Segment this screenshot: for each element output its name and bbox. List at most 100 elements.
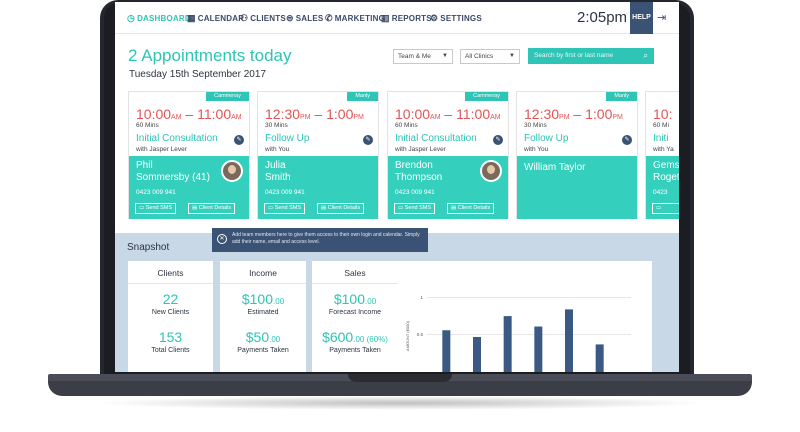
clinic-tag: Manly <box>347 92 378 101</box>
search-input[interactable]: Search by first or last name ⌕ <box>528 48 654 64</box>
appointment-type[interactable]: Initial Consultation <box>395 133 477 144</box>
edit-icon[interactable]: ✎ <box>493 135 503 145</box>
send-sms-button[interactable]: ▭ Send SMS <box>264 203 306 214</box>
clock-icon: ◷ <box>127 13 136 23</box>
client-name[interactable]: William Taylor <box>524 162 586 173</box>
chart-bar <box>565 309 573 372</box>
onboarding-tooltip: ✕ Add team members here to give them acc… <box>212 228 428 252</box>
top-nav: ◷ DASHBOARD ▦ CALENDAR ⚇ CLIENTS ⊜ SALES ✆ MA… <box>115 2 679 34</box>
send-sms-button[interactable]: ▭ <box>652 203 679 214</box>
edit-icon[interactable]: ✎ <box>363 135 373 145</box>
income-panel: Income $100.00 Estimated $50.00 Payments… <box>220 261 306 372</box>
appointment-type[interactable]: Initi <box>653 133 669 144</box>
clients-icon: ⚇ <box>240 13 249 23</box>
appointment-duration: 30 Mins <box>524 122 547 129</box>
clinic-tag: Cammeray <box>465 92 508 101</box>
chart-bar <box>503 316 512 372</box>
appointment-time: 10:00AM – 11:00AM <box>395 106 501 122</box>
appointment-time: 12:30PM – 1:00PM <box>265 106 364 122</box>
y-axis-label: AMOUNT ($000) <box>405 320 410 351</box>
chart-bar <box>534 326 543 372</box>
client-phone: 0423 009 941 <box>395 189 435 196</box>
chart-bar <box>595 344 604 372</box>
payments-taken-value: $50.00 <box>245 329 281 345</box>
megaphone-icon: ✆ <box>325 13 333 23</box>
sales-bar-chart: AMOUNT ($000) 1 0.5 <box>405 295 631 372</box>
client-phone: 0423 009 941 <box>136 189 176 196</box>
gear-icon: ⚙ <box>430 13 439 23</box>
id-card-icon: ▤ <box>321 205 328 211</box>
chevron-down-icon: ▼ <box>509 53 515 59</box>
avatar <box>221 160 243 182</box>
clock-display: 2:05pm <box>577 9 628 26</box>
chart-bar <box>473 336 481 372</box>
client-name[interactable]: Julia Smith <box>265 160 291 183</box>
client-phone: 0423 <box>653 189 668 196</box>
nav-sales[interactable]: ⊜ SALES <box>286 13 324 23</box>
appointment-duration: 30 Mins <box>265 122 288 129</box>
edit-icon[interactable]: ✎ <box>234 135 244 145</box>
appointment-card[interactable]: Cammeray 10:00AM – 11:00AM 60 Mins Initi… <box>128 91 250 219</box>
appointment-practitioner: with Jasper Lever <box>136 146 187 153</box>
new-clients-label: New Clients <box>151 309 190 316</box>
estimated-income-value: $100.00 <box>241 291 285 307</box>
laptop-notch <box>348 374 452 382</box>
edit-icon[interactable]: ✎ <box>622 135 632 145</box>
nav-reports[interactable]: ▥ REPORTS <box>381 13 432 23</box>
send-sms-button[interactable]: ▭ Send SMS <box>135 203 177 214</box>
dollar-icon: ⊜ <box>286 13 294 23</box>
sales-payments-taken-value: $600.00 (60%) <box>322 329 388 345</box>
appointment-type[interactable]: Initial Consultation <box>136 133 218 144</box>
chat-icon: ▭ <box>656 205 662 211</box>
snapshot-title: Snapshot <box>127 242 170 253</box>
send-sms-button[interactable]: ▭ Send SMS <box>394 203 436 214</box>
clinic-tag: Manly <box>606 92 637 101</box>
calendar-icon: ▦ <box>187 13 196 23</box>
appointment-practitioner: with You <box>524 146 549 153</box>
nav-settings[interactable]: ⚙ SETTINGS <box>430 13 482 23</box>
appointment-practitioner: with Jasper Lever <box>395 146 446 153</box>
client-name[interactable]: Gems Roget <box>653 160 679 183</box>
nav-dashboard[interactable]: ◷ DASHBOARD <box>127 13 191 23</box>
logout-icon[interactable]: ⇥ <box>657 12 667 24</box>
laptop-shadow <box>90 396 710 410</box>
clinic-filter-select[interactable]: All Clinics ▼ <box>460 49 520 64</box>
client-name[interactable]: Phil Sommersby (41) <box>136 160 210 183</box>
staff-filter-select[interactable]: Team & Me ▼ <box>393 49 453 64</box>
clinic-tag: Cammeray <box>206 92 249 101</box>
total-clients-label: Total Clients <box>151 347 190 354</box>
appointment-duration: 60 Mi <box>653 122 669 129</box>
appointment-card[interactable]: Manly 12:30PM – 1:00PM 30 Mins Follow Up… <box>257 91 379 219</box>
appointment-card[interactable]: 10: 60 Mi Initi with Ya Gems Roget 0423 ▭ <box>645 91 679 219</box>
appointment-card[interactable]: Cammeray 10:00AM – 11:00AM 60 Mins Initi… <box>387 91 509 219</box>
appointment-card[interactable]: Manly 12:30PM – 1:00PM 30 Mins Follow Up… <box>516 91 638 219</box>
panel-title: Sales <box>344 268 366 278</box>
page-title: 2 Appointments today <box>128 46 292 65</box>
client-panel: Phil Sommersby (41) 0423 009 941 ▭ Send S… <box>129 156 249 219</box>
client-panel: William Taylor <box>517 156 637 219</box>
client-panel: Brendon Thompson 0423 009 941 ▭ Send SMS … <box>388 156 508 219</box>
close-icon[interactable]: ✕ <box>217 234 227 244</box>
nav-clients[interactable]: ⚇ CLIENTS <box>240 13 286 23</box>
chart-bar <box>442 330 451 372</box>
search-icon: ⌕ <box>643 51 648 60</box>
estimated-income-label: Estimated <box>247 309 279 316</box>
client-details-button[interactable]: ▤ Client Details <box>317 203 365 214</box>
client-phone: 0423 009 941 <box>265 189 305 196</box>
appointment-practitioner: with You <box>265 146 290 153</box>
nav-calendar[interactable]: ▦ CALENDAR <box>187 13 245 23</box>
panel-title: Income <box>249 268 277 278</box>
appointment-type[interactable]: Follow Up <box>265 133 310 144</box>
client-details-button[interactable]: ▤ Client Details <box>447 203 495 214</box>
chevron-down-icon: ▼ <box>442 53 448 59</box>
total-clients-value: 153 <box>158 329 183 345</box>
id-card-icon: ▤ <box>451 205 458 211</box>
chat-icon: ▭ <box>398 205 405 211</box>
help-button[interactable]: HELP <box>630 2 653 34</box>
nav-marketing[interactable]: ✆ MARKETING <box>325 13 385 23</box>
appointment-type[interactable]: Follow Up <box>524 133 569 144</box>
divider <box>220 283 306 284</box>
appointment-time: 10: <box>653 106 673 122</box>
client-details-button[interactable]: ▤ Client Details <box>188 203 236 214</box>
client-name[interactable]: Brendon Thompson <box>395 160 443 183</box>
